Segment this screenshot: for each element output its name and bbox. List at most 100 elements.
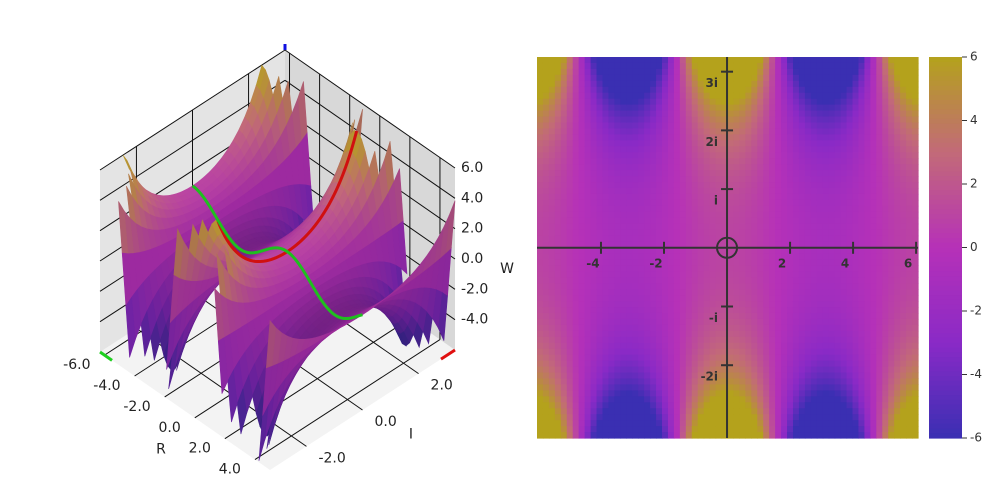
heat-cell — [573, 164, 580, 171]
heat-cell — [608, 99, 615, 106]
heat-cell — [662, 426, 669, 433]
heat-cell — [811, 158, 818, 165]
heat-cell — [733, 176, 740, 183]
heat-cell — [805, 414, 812, 421]
heat-cell — [608, 57, 615, 64]
heat-cell — [751, 63, 758, 70]
heat-cell — [793, 87, 800, 94]
heat-cell — [626, 194, 633, 201]
heat-cell — [733, 343, 740, 350]
heat-cell — [597, 182, 604, 189]
heat-cell — [573, 93, 580, 100]
heat-cell — [656, 128, 663, 135]
heat-cell — [876, 146, 883, 153]
heat-cell — [704, 289, 711, 296]
heat-cell — [698, 236, 705, 243]
heat-cell — [650, 146, 657, 153]
heat-cell — [864, 414, 871, 421]
heat-cell — [668, 432, 675, 439]
heat-cell — [811, 331, 818, 338]
heat-cell — [769, 182, 776, 189]
heat-cell — [858, 134, 865, 141]
heat-cell — [608, 176, 615, 183]
heat-cell — [799, 414, 806, 421]
heat-cell — [650, 420, 657, 427]
heat-cell — [567, 396, 574, 403]
heat-cell — [543, 343, 550, 350]
heat-cell — [608, 63, 615, 70]
x-tick-label: 2.0 — [189, 441, 211, 457]
heat-cell — [739, 158, 746, 165]
heat-cell — [597, 206, 604, 213]
heat-cell — [733, 99, 740, 106]
heat-cell — [757, 111, 764, 118]
heat-cell — [781, 182, 788, 189]
heat-cell — [769, 432, 776, 439]
heat-cell — [620, 408, 627, 415]
heat-cell — [704, 111, 711, 118]
heat-cell — [567, 134, 574, 141]
heat-cell — [870, 146, 877, 153]
heat-cell — [787, 146, 794, 153]
heat-cell — [543, 319, 550, 326]
heat-cell — [710, 182, 717, 189]
heat-cell — [739, 289, 746, 296]
heat-cell — [686, 355, 693, 362]
heat-cell — [686, 69, 693, 76]
heat-cell — [632, 343, 639, 350]
heat-cell — [626, 331, 633, 338]
heat-cell — [728, 396, 735, 403]
heat-cell — [537, 230, 544, 237]
heat-cell — [537, 122, 544, 129]
heat-cell — [739, 313, 746, 320]
heat-cell — [626, 146, 633, 153]
heat-cell — [614, 325, 621, 332]
heat-cell — [805, 128, 812, 135]
heat-cell — [781, 140, 788, 147]
heat-cell — [668, 146, 675, 153]
heat-cell — [614, 373, 621, 380]
heat-cell — [620, 63, 627, 70]
heat-cell — [537, 295, 544, 302]
heat-cell — [656, 87, 663, 94]
heat-cell — [597, 414, 604, 421]
heat-cell — [841, 426, 848, 433]
heat-cell — [716, 99, 723, 106]
heat-cell — [864, 236, 871, 243]
heat-cell — [579, 158, 586, 165]
heat-cell — [775, 331, 782, 338]
heat-cell — [745, 355, 752, 362]
heat-cell — [853, 128, 860, 135]
heat-cell — [567, 289, 574, 296]
heat-cell — [858, 414, 865, 421]
heat-cell — [841, 57, 848, 64]
heat-cell — [853, 146, 860, 153]
heat-cell — [829, 93, 836, 100]
heat-cell — [829, 164, 836, 171]
heat-cell — [591, 349, 598, 356]
heat-cell — [668, 361, 675, 368]
heat-cell — [864, 75, 871, 82]
heat-cell — [745, 414, 752, 421]
heat-cell — [763, 361, 770, 368]
heat-cell — [674, 426, 681, 433]
heat-cell — [763, 259, 770, 266]
heat-cell — [823, 265, 830, 272]
heat-cell — [757, 63, 764, 70]
heat-cell — [710, 361, 717, 368]
heat-cell — [858, 426, 865, 433]
heat-cell — [847, 176, 854, 183]
heat-cell — [775, 390, 782, 397]
heat-cell — [555, 146, 562, 153]
heat-cell — [847, 408, 854, 415]
heat-cell — [704, 355, 711, 362]
heat-cell — [662, 313, 669, 320]
heat-cell — [567, 259, 574, 266]
heat-cell — [710, 236, 717, 243]
heat-cell — [853, 152, 860, 159]
heat-cell — [835, 271, 842, 278]
heat-cell — [668, 420, 675, 427]
heat-cell — [757, 158, 764, 165]
heat-cell — [853, 402, 860, 409]
heat-cell — [597, 164, 604, 171]
